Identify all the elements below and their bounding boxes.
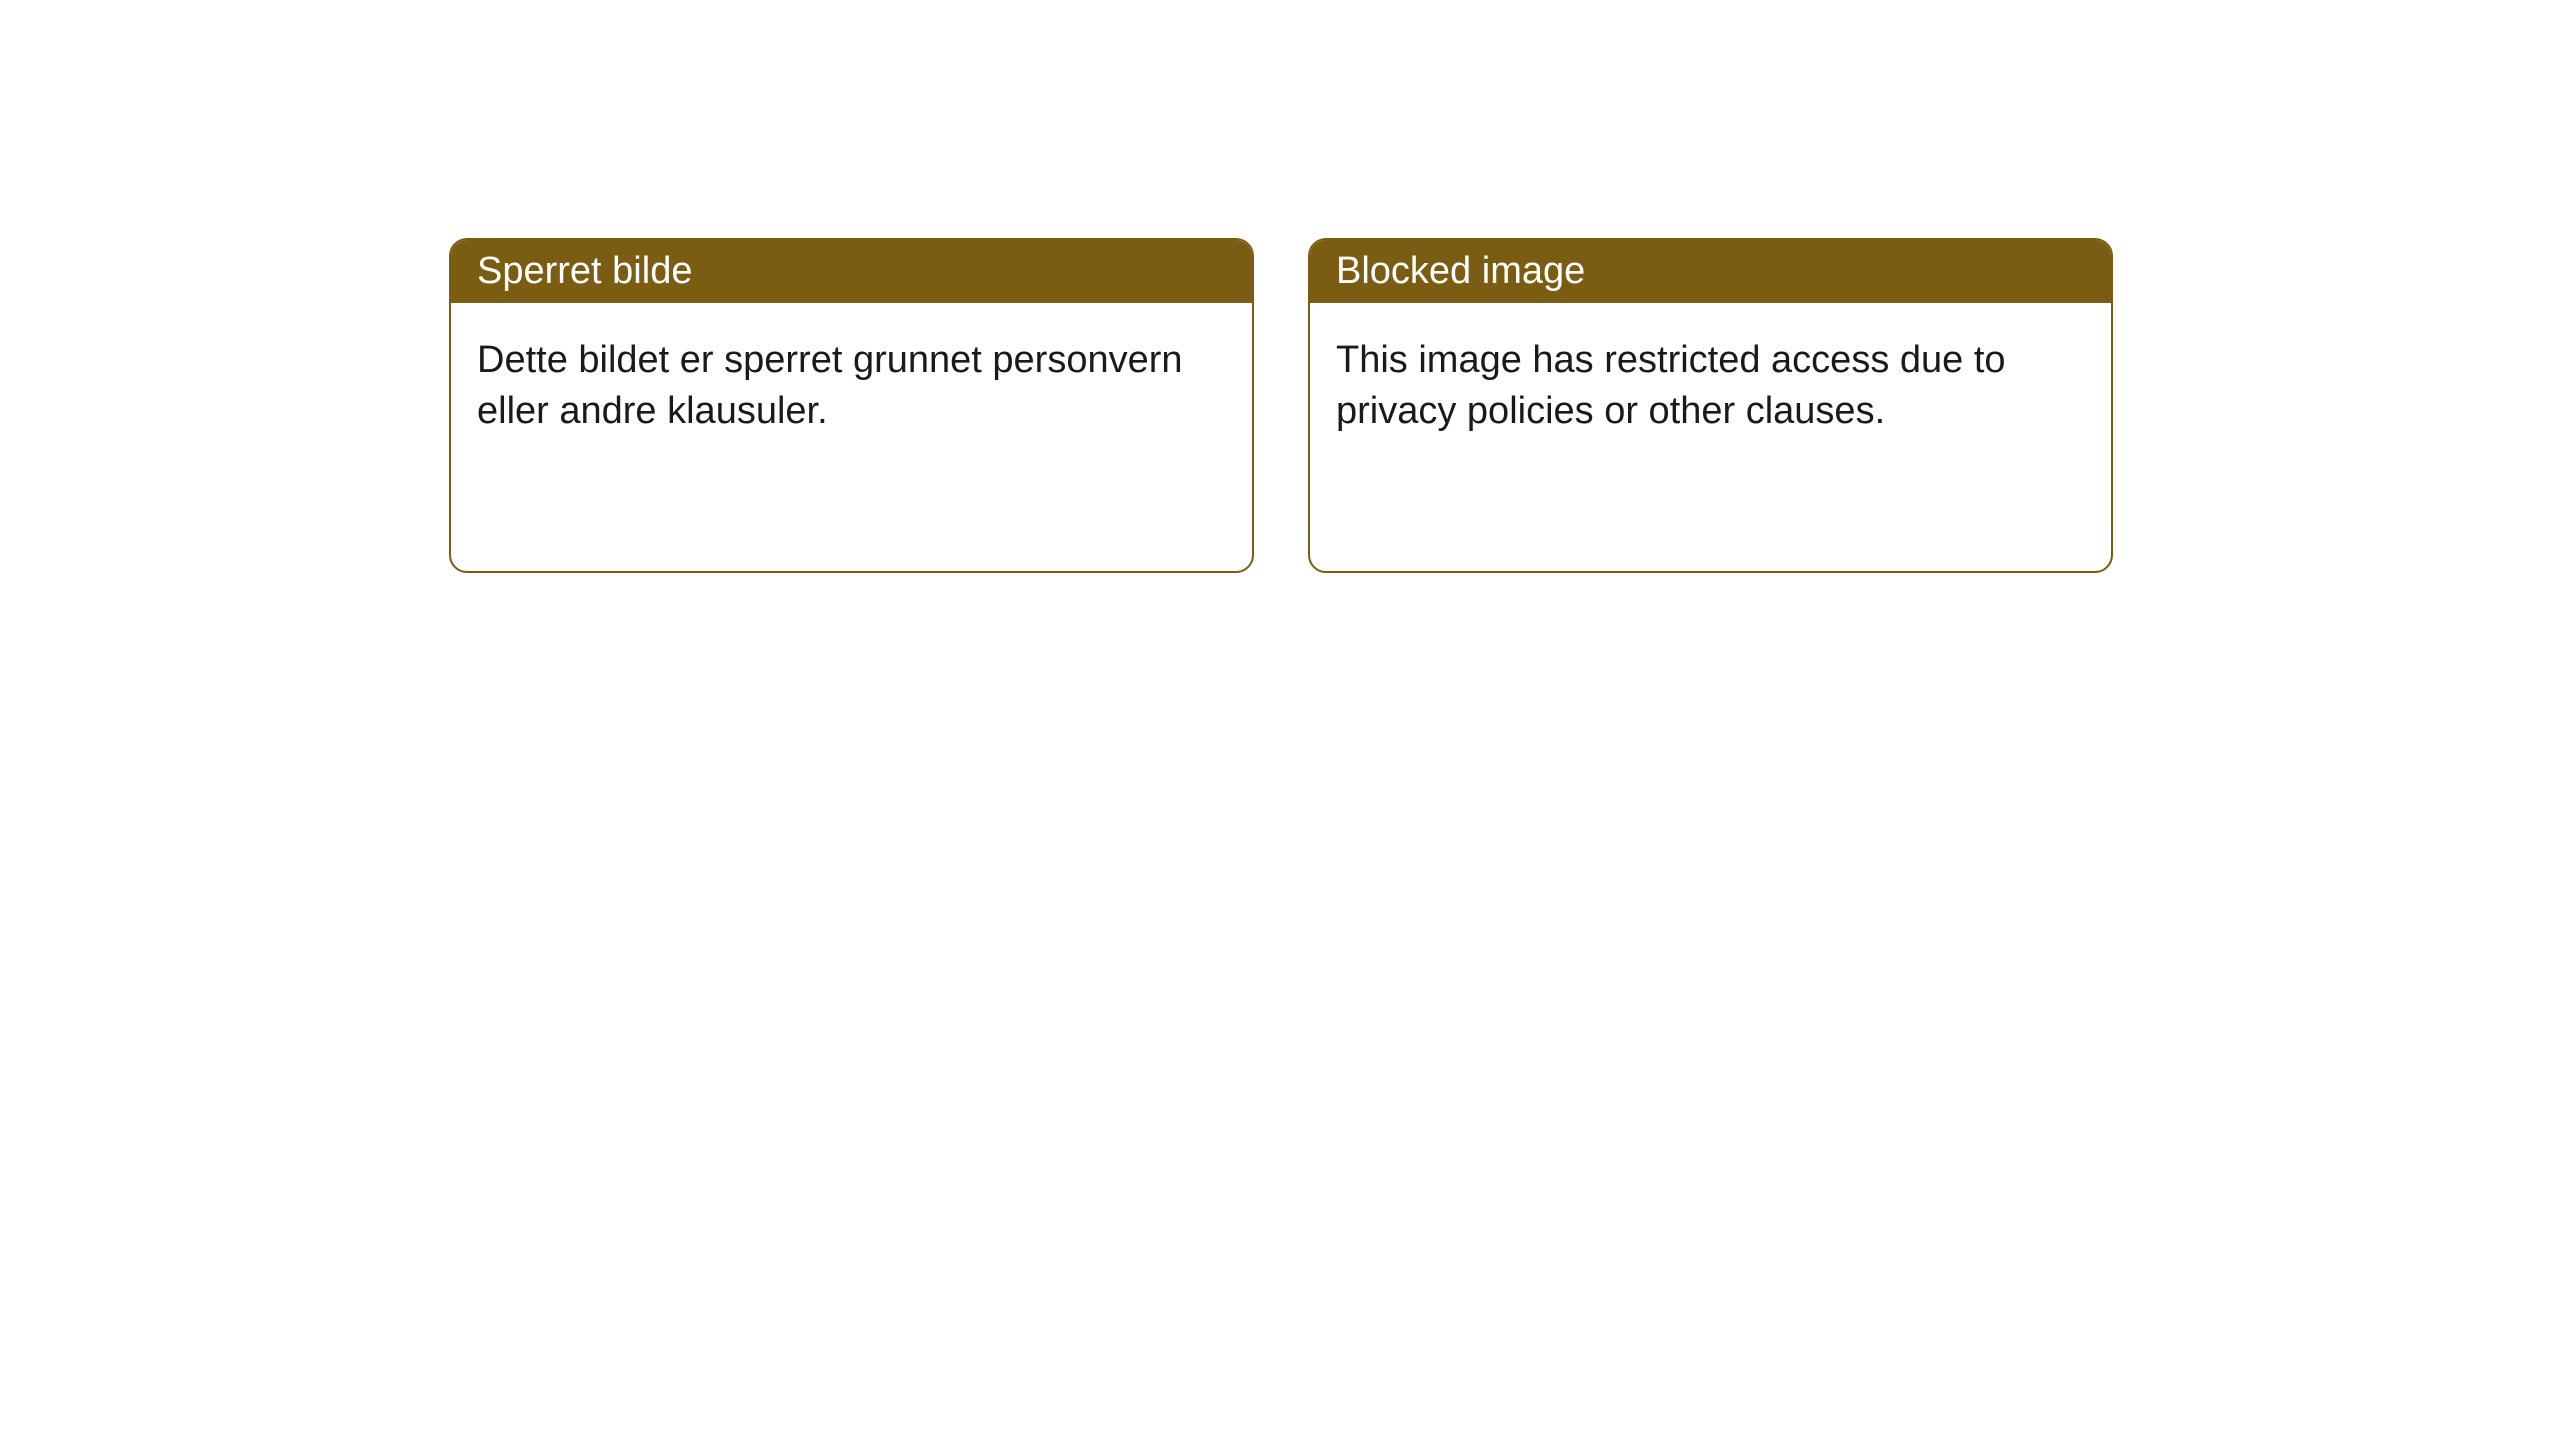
notice-body-text: Dette bildet er sperret grunnet personve… [477,339,1183,432]
notice-header: Blocked image [1310,240,2111,303]
notice-header-text: Blocked image [1336,250,1585,292]
notice-card-norwegian: Sperret bilde Dette bildet er sperret gr… [449,238,1254,573]
notice-header: Sperret bilde [451,240,1252,303]
notice-body: This image has restricted access due to … [1310,303,2111,470]
notice-container: Sperret bilde Dette bildet er sperret gr… [0,0,2560,573]
notice-card-english: Blocked image This image has restricted … [1308,238,2113,573]
notice-body: Dette bildet er sperret grunnet personve… [451,303,1252,470]
notice-header-text: Sperret bilde [477,250,692,292]
notice-body-text: This image has restricted access due to … [1336,339,2006,432]
